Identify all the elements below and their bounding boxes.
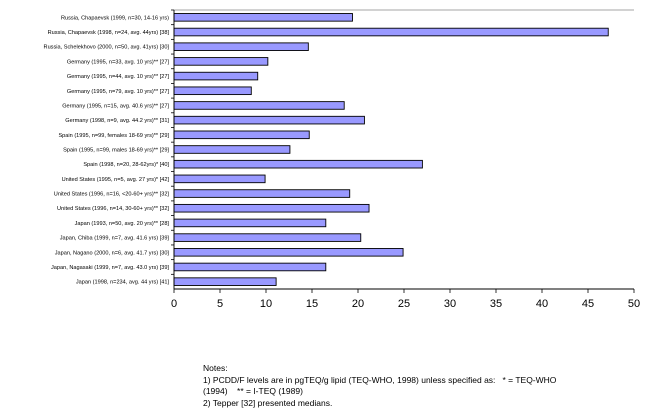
x-tick-label: 5 <box>217 298 223 310</box>
x-tick-label: 45 <box>582 298 594 310</box>
x-tick-label: 10 <box>260 298 272 310</box>
category-label: Germany (1995, n=44, avg. 10 yrs)** [27] <box>67 74 170 80</box>
x-tick-label: 40 <box>536 298 548 310</box>
category-label: Russia, Schelekhovo (2000, n=50, avg. 41… <box>44 45 170 51</box>
bar <box>173 115 365 125</box>
bar <box>173 277 277 286</box>
x-tick-label: 35 <box>490 298 502 310</box>
bar <box>173 174 266 184</box>
category-label: Spain (1995, n=99, females 18-69 yrs)** … <box>58 133 169 139</box>
bar <box>173 130 310 140</box>
bar <box>173 262 327 272</box>
bar <box>173 145 291 154</box>
bar <box>173 27 609 37</box>
bar <box>173 159 423 169</box>
bar <box>173 101 345 110</box>
x-tick-label: 30 <box>444 298 456 310</box>
x-tick-label: 50 <box>628 298 640 310</box>
x-tick-label: 0 <box>171 298 177 310</box>
bar <box>173 248 404 257</box>
bar <box>173 233 362 242</box>
category-label: Germany (1995, n=15, avg. 40.6 yrs)** [2… <box>62 103 169 109</box>
category-label: United States (1996, n=14, 30-60+ yrs)**… <box>57 206 169 212</box>
category-label: Russia, Chapaevsk (1999, n=30, 14-16 yrs… <box>61 15 169 21</box>
category-label: Japan (1998, n=234, avg. 44 yrs) [41] <box>76 280 170 286</box>
category-label: Spain (1998, n=20, 28-62yrs)* [40] <box>83 162 169 168</box>
category-label: Germany (1995, n=79, avg. 10 yrs)** [27] <box>67 89 170 95</box>
notes-line-2: (1994) ** = I-TEQ (1989) <box>203 386 303 396</box>
x-tick-label: 25 <box>398 298 410 310</box>
category-label: Japan, Chiba (1999, n=7, avg. 41.6 yrs) … <box>60 236 170 242</box>
category-label: Russia, Chapaevsk (1998, n=24, avg. 44yr… <box>48 30 170 36</box>
bar <box>173 86 252 96</box>
category-label: Spain (1995, n=99, males 18-69 yrs)** [2… <box>63 148 169 154</box>
bar <box>173 71 259 81</box>
category-label: United States (1995, n=5, avg. 27 yrs)* … <box>62 177 170 183</box>
bar <box>173 218 327 228</box>
category-label: Germany (1995, n=33, avg. 10 yrs)** [27] <box>67 59 170 65</box>
category-label: Japan, Nagano (2000, n=6, avg. 41.7 yrs)… <box>55 250 170 256</box>
x-tick-label: 15 <box>306 298 318 310</box>
notes-block: Notes: 1) PCDD/F levels are in pgTEQ/g l… <box>203 363 556 409</box>
category-label: United States (1996, n=16, <20-60+ yrs)*… <box>54 192 170 198</box>
x-tick-label: 20 <box>352 298 364 310</box>
category-label: Germany (1998, n=9, avg. 44.2 yrs)** [31… <box>65 118 169 124</box>
bar <box>173 42 309 51</box>
category-label: Japan (1993, n=50, avg. 20 yrs)** [28] <box>75 221 170 227</box>
bar <box>173 189 351 198</box>
notes-heading: Notes: <box>203 363 228 373</box>
notes-line-3: 2) Tepper [32] presented medians. <box>203 397 333 408</box>
bar <box>173 13 353 22</box>
bar <box>173 203 370 213</box>
notes-line-1: 1) PCDD/F levels are in pgTEQ/g lipid (T… <box>203 374 557 385</box>
bar <box>173 57 269 66</box>
category-label: Japan, Nagasaki (1999, n=7, avg. 43.0 yr… <box>51 265 169 271</box>
